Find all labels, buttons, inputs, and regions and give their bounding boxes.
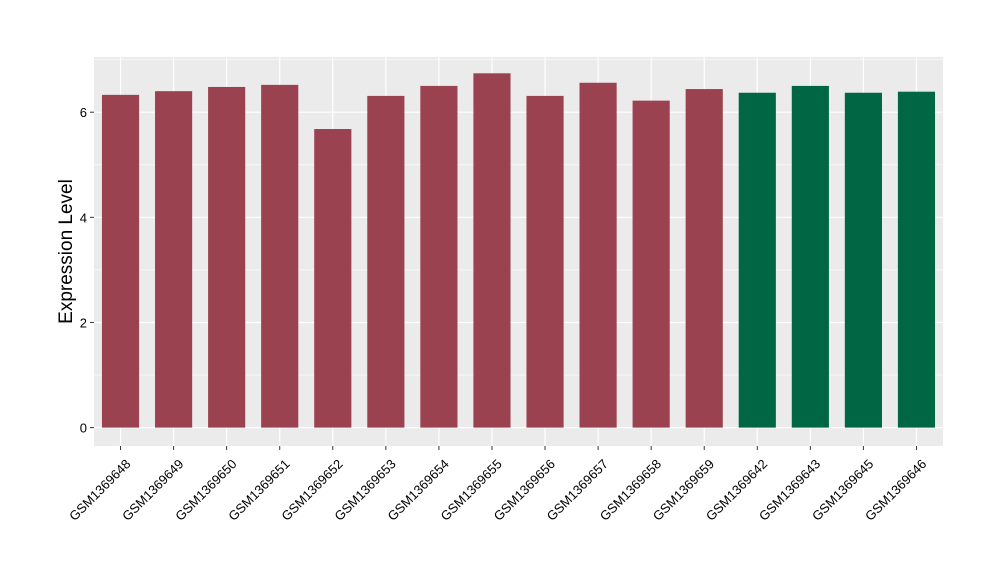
bar — [685, 89, 723, 428]
bar — [261, 84, 299, 428]
bar — [473, 73, 511, 428]
bar — [420, 85, 458, 428]
y-axis: 0 2 4 6 — [80, 105, 94, 436]
bar — [208, 86, 246, 428]
bar — [101, 94, 140, 428]
y-axis-label: Expression Level — [56, 179, 77, 324]
bar — [844, 92, 882, 428]
y-tick-label: 6 — [80, 105, 87, 120]
bar — [314, 129, 352, 428]
y-tick-label: 2 — [80, 315, 87, 330]
bar — [632, 100, 670, 428]
bar — [155, 91, 193, 428]
bar — [526, 95, 564, 428]
y-tick-label: 4 — [80, 210, 87, 225]
x-axis: GSM1369648GSM1369649GSM1369650GSM1369651… — [66, 446, 929, 524]
bars — [101, 73, 936, 428]
bar — [738, 92, 776, 428]
bar — [367, 95, 405, 428]
bar — [897, 91, 936, 428]
bar — [791, 85, 829, 428]
bar — [579, 82, 617, 428]
y-tick-label: 0 — [80, 421, 87, 436]
